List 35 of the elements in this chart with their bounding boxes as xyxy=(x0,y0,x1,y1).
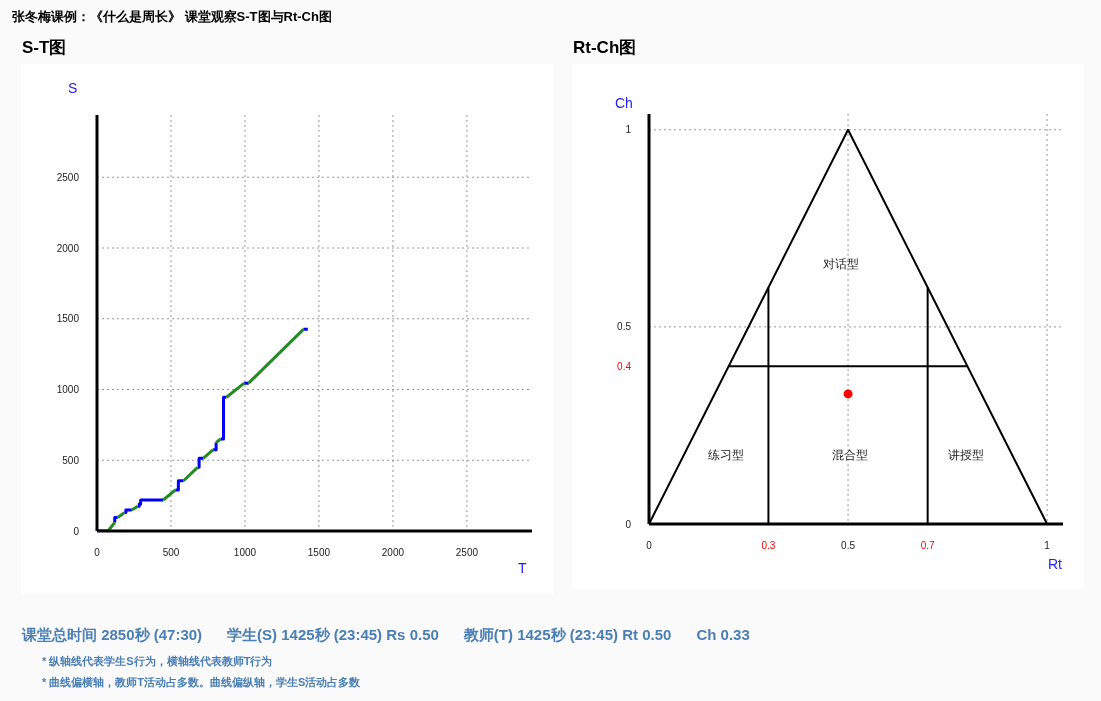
annotation: 讲授型 xyxy=(948,448,984,462)
x-tick-label: 2500 xyxy=(455,546,479,558)
x-tick-label: 1000 xyxy=(233,546,257,558)
y-tick-label: 0.5 xyxy=(617,321,632,333)
chart-title: S-T图 xyxy=(21,38,68,59)
y-axis-title: Ch xyxy=(615,95,633,111)
y-tick-label: 0 xyxy=(625,518,632,530)
text: 张冬梅课例：《什么是周长》 课堂观察S-T图与Rt-Ch图 xyxy=(12,8,332,26)
x-tick-label: 1500 xyxy=(307,546,331,558)
y-tick-label: 500 xyxy=(62,454,80,466)
x-tick-label: 0 xyxy=(646,539,653,551)
text: * 曲线偏横轴，教师T活动占多数。曲线偏纵轴，学生S活动占多数 xyxy=(41,675,362,690)
annotation: 混合型 xyxy=(832,448,868,462)
annotation: 练习型 xyxy=(708,448,744,462)
x-axis-title: Rt xyxy=(1048,556,1062,572)
annotation: 对话型 xyxy=(823,257,859,271)
chart-title: Rt-Ch图 xyxy=(572,38,638,59)
x-tick-label: 2000 xyxy=(381,546,405,558)
text: 课堂总时间 2850秒 (47:30) 学生(S) 1425秒 (23:45) Rs 0.50 教师(T) 1425秒 (23:45) Rt 0.50 Ch 0.33 xyxy=(22,626,750,645)
y-axis-title: S xyxy=(68,80,78,96)
x-tick-label: 0.3 xyxy=(761,539,776,551)
y-tick-label: 0.4 xyxy=(617,360,632,372)
x-tick-label: 1 xyxy=(1044,539,1051,551)
y-tick-label: 1500 xyxy=(56,313,80,325)
x-tick-label: 0.5 xyxy=(841,539,856,551)
y-tick-label: 2500 xyxy=(56,171,80,183)
y-tick-label: 1000 xyxy=(56,384,80,395)
y-tick-label: 0 xyxy=(73,525,80,537)
text: * 纵轴线代表学生S行为，横轴线代表教师T行为 xyxy=(41,654,274,669)
x-tick-label: 500 xyxy=(162,546,180,558)
y-tick-label: 2000 xyxy=(56,242,80,254)
x-axis-title: T xyxy=(518,560,527,576)
x-tick-label: 0.7 xyxy=(920,539,936,551)
x-tick-label: 0 xyxy=(94,546,101,558)
y-tick-label: 1 xyxy=(625,124,632,136)
